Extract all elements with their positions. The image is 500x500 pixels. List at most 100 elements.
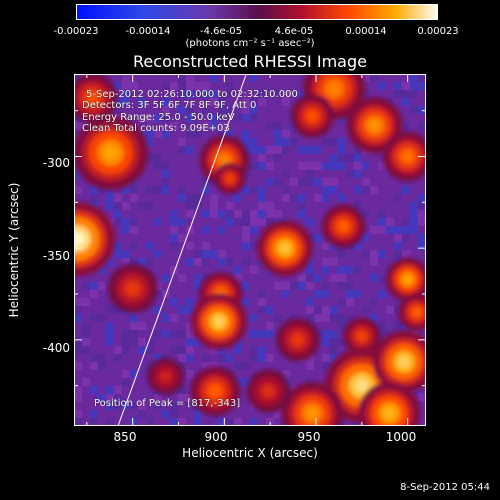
heatmap-cell xyxy=(322,338,330,346)
heatmap-cell xyxy=(378,162,386,170)
heatmap-cell xyxy=(98,314,106,322)
heatmap-cell xyxy=(114,402,122,410)
heatmap-cell xyxy=(130,402,138,410)
heatmap-source xyxy=(128,284,138,293)
heatmap-cell xyxy=(314,162,322,170)
heatmap-cell xyxy=(370,274,378,282)
heatmap-cell xyxy=(330,162,338,170)
heatmap-cell xyxy=(258,330,266,338)
heatmap-cell xyxy=(186,194,194,202)
heatmap-cell xyxy=(306,306,314,314)
heatmap-cell xyxy=(178,234,186,242)
heatmap-cell xyxy=(338,154,346,162)
heatmap-cell xyxy=(322,162,330,170)
heatmap-source xyxy=(328,83,340,95)
heatmap-cell xyxy=(186,202,194,210)
heatmap-cell xyxy=(258,346,266,354)
heatmap-cell xyxy=(290,282,298,290)
heatmap-cell xyxy=(370,298,378,306)
heatmap-cell xyxy=(154,394,162,402)
heatmap-cell xyxy=(194,282,202,290)
heatmap-cell xyxy=(258,210,266,218)
heatmap-cell xyxy=(114,242,122,250)
heatmap-cell xyxy=(194,250,202,258)
heatmap-cell xyxy=(290,314,298,322)
heatmap-cell xyxy=(194,418,202,426)
heatmap-cell xyxy=(202,122,210,130)
heatmap-cell xyxy=(322,314,330,322)
heatmap-cell xyxy=(314,194,322,202)
heatmap-cell xyxy=(394,82,402,90)
heatmap-cell xyxy=(122,338,130,346)
heatmap-cell xyxy=(250,98,258,106)
y-axis-label: Heliocentric Y (arcsec) xyxy=(7,182,21,318)
heatmap-cell xyxy=(242,378,250,386)
heatmap-cell xyxy=(338,146,346,154)
heatmap-cell xyxy=(282,290,290,298)
heatmap-cell xyxy=(202,106,210,114)
heatmap-cell xyxy=(242,210,250,218)
heatmap-cell xyxy=(130,338,138,346)
heatmap-cell xyxy=(306,378,314,386)
heatmap-cell xyxy=(178,394,186,402)
heatmap-cell xyxy=(298,194,306,202)
heatmap-cell xyxy=(418,82,426,90)
heatmap-cell xyxy=(170,122,178,130)
heatmap-cell xyxy=(266,146,274,154)
heatmap-cell xyxy=(370,74,378,82)
heatmap-source xyxy=(219,155,229,165)
heatmap-cell xyxy=(298,90,306,98)
heatmap-cell xyxy=(186,114,194,122)
heatmap-cell xyxy=(210,98,218,106)
heatmap-cell xyxy=(162,330,170,338)
heatmap-cell xyxy=(346,314,354,322)
solar-limb-line xyxy=(117,74,247,426)
heatmap-cell xyxy=(130,258,138,266)
heatmap-cell xyxy=(210,210,218,218)
heatmap-cell xyxy=(242,98,250,106)
heatmap-cell xyxy=(258,194,266,202)
heatmap-cell xyxy=(98,266,106,274)
heatmap-cell xyxy=(402,218,410,226)
heatmap-cell xyxy=(178,418,186,426)
heatmap-cell xyxy=(322,258,330,266)
heatmap-cell xyxy=(186,306,194,314)
heatmap-cell xyxy=(178,362,186,370)
heatmap-cell xyxy=(130,226,138,234)
heatmap-cell xyxy=(418,218,426,226)
heatmap-cell xyxy=(186,330,194,338)
heatmap-cell xyxy=(106,306,114,314)
heatmap-cell xyxy=(378,250,386,258)
heatmap-cell xyxy=(338,162,346,170)
heatmap-cell xyxy=(250,330,258,338)
heatmap-cell xyxy=(74,306,82,314)
heatmap-cell xyxy=(178,354,186,362)
heatmap-cell xyxy=(282,138,290,146)
heatmap-cell xyxy=(178,74,186,82)
heatmap-cell xyxy=(242,218,250,226)
heatmap-cell xyxy=(306,178,314,186)
heatmap-cell xyxy=(234,210,242,218)
heatmap-cell xyxy=(162,114,170,122)
heatmap-cell xyxy=(282,282,290,290)
heatmap-cell xyxy=(186,82,194,90)
heatmap-cell xyxy=(346,290,354,298)
heatmap-cell xyxy=(162,274,170,282)
heatmap-cell xyxy=(130,418,138,426)
colorbar-units: (photons cm⁻² s⁻¹ asec⁻²) xyxy=(185,38,315,49)
heatmap-cell xyxy=(234,418,242,426)
heatmap-cell xyxy=(322,354,330,362)
heatmap-cell xyxy=(138,258,146,266)
heatmap-cell xyxy=(274,122,282,130)
heatmap-cell xyxy=(186,130,194,138)
heatmap-cell xyxy=(90,362,98,370)
y-tick-label: -350 xyxy=(42,249,70,263)
heatmap-cell xyxy=(362,250,370,258)
heatmap-cell xyxy=(218,354,226,362)
heatmap-cell xyxy=(90,290,98,298)
heatmap-cell xyxy=(402,226,410,234)
heatmap-cell xyxy=(218,210,226,218)
heatmap-cell xyxy=(114,354,122,362)
heatmap-cell xyxy=(394,322,402,330)
heatmap-cell xyxy=(282,170,290,178)
